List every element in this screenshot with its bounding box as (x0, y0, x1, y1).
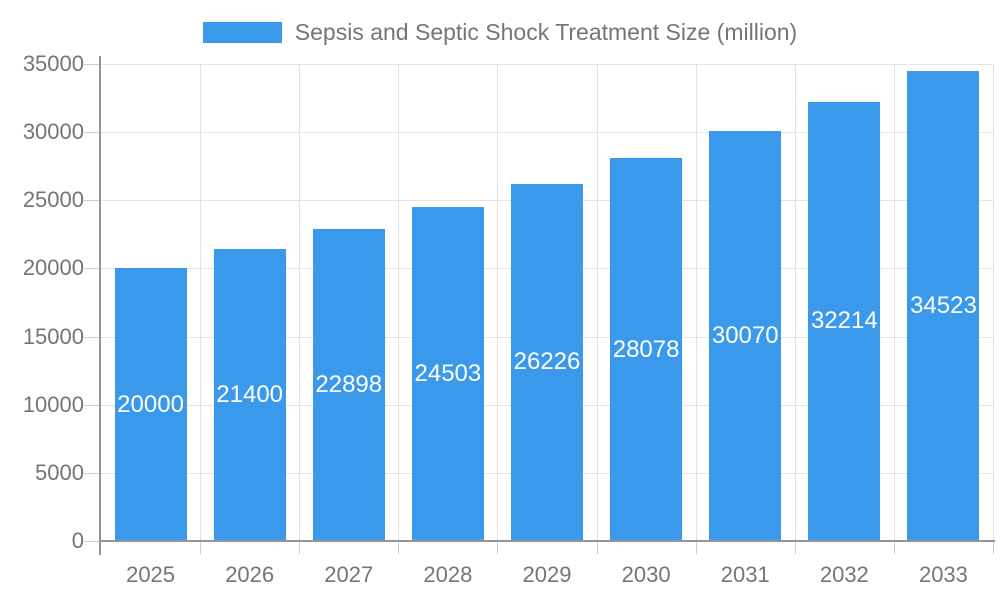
x-axis-label: 2025 (126, 562, 176, 587)
x-axis-label: 2031 (720, 562, 770, 587)
x-tick (893, 541, 895, 554)
bar-2029[interactable]: 26226 (511, 183, 583, 541)
x-tick (200, 541, 202, 554)
y-tick (84, 268, 101, 270)
y-axis-label: 5000 (35, 459, 84, 485)
x-tick (398, 541, 400, 554)
y-axis-label: 0 (71, 528, 84, 553)
x-gridline (200, 64, 202, 541)
y-gridline (101, 132, 993, 134)
bar-value-label: 22898 (315, 370, 383, 398)
bar-2033[interactable]: 34523 (907, 70, 980, 541)
x-tick (794, 541, 796, 554)
bar-2031[interactable]: 30070 (709, 131, 782, 541)
bar-value-label: 32214 (810, 307, 878, 335)
x-tick (596, 541, 598, 554)
bar-2026[interactable]: 21400 (213, 249, 286, 541)
x-gridline (794, 64, 796, 541)
y-tick (84, 132, 101, 134)
x-axis-label: 2033 (918, 562, 968, 587)
y-axis-label: 15000 (22, 323, 84, 349)
x-axis-label: 2027 (324, 562, 374, 587)
bar-value-label: 24503 (414, 360, 482, 388)
x-tick (497, 541, 499, 554)
x-axis-label: 2026 (225, 562, 275, 587)
legend-label: Sepsis and Septic Shock Treatment Size (… (294, 18, 798, 45)
x-tick (993, 541, 994, 554)
x-axis-label: 2030 (621, 562, 671, 587)
x-axis-label: 2032 (819, 562, 869, 587)
y-axis-label: 25000 (22, 187, 84, 213)
y-axis-label: 35000 (22, 51, 84, 76)
bar-2025[interactable]: 20000 (114, 268, 187, 541)
bar-value-label: 34523 (910, 291, 977, 319)
x-gridline (497, 64, 499, 541)
x-gridline (596, 64, 598, 541)
x-gridline (695, 64, 697, 541)
y-tick (84, 472, 101, 474)
x-gridline (398, 64, 400, 541)
x-axis-label: 2029 (522, 562, 572, 587)
y-tick (84, 200, 101, 202)
x-tick (299, 541, 301, 554)
y-axis-label: 30000 (22, 119, 84, 145)
bar-2030[interactable]: 28078 (610, 158, 683, 541)
bar-value-label: 21400 (216, 381, 284, 409)
bar-value-label: 20000 (117, 390, 184, 418)
y-tick (84, 64, 101, 65)
x-axis-label: 2028 (423, 562, 473, 587)
y-tick (84, 541, 101, 542)
y-gridline (101, 64, 993, 65)
bar-2027[interactable]: 22898 (312, 228, 385, 541)
x-gridline (993, 64, 994, 541)
bar-value-label: 30070 (711, 322, 779, 350)
y-tick (84, 404, 101, 406)
bar-value-label: 26226 (513, 348, 581, 376)
x-tick (695, 541, 697, 554)
bar-2032[interactable]: 32214 (808, 101, 881, 541)
bar-value-label: 28078 (612, 335, 680, 363)
legend-swatch-icon (202, 21, 282, 43)
x-gridline (299, 64, 301, 541)
bar-2028[interactable]: 24503 (411, 207, 484, 541)
y-axis-label: 10000 (22, 391, 84, 417)
legend-item[interactable]: Sepsis and Septic Shock Treatment Size (… (202, 18, 798, 46)
x-gridline (893, 64, 895, 541)
y-tick (84, 336, 101, 338)
y-axis-label: 20000 (22, 255, 84, 281)
x-axis-line (101, 540, 995, 542)
y-axis-line (99, 56, 101, 555)
legend: Sepsis and Septic Shock Treatment Size (… (0, 10, 1000, 54)
